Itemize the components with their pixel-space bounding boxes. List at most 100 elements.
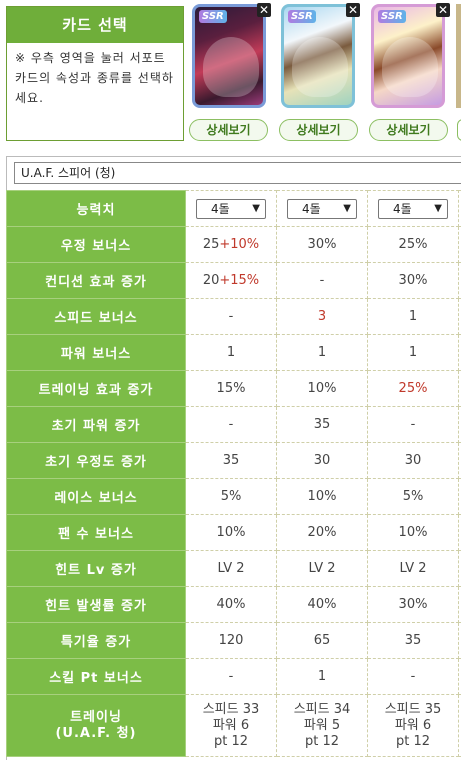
rarity-badge: SSR bbox=[378, 10, 406, 23]
stat-row: 컨디션 효과 증가 20+15% - 30% bbox=[6, 262, 461, 299]
close-icon[interactable]: ✕ bbox=[436, 3, 450, 17]
stat-row: 팬 수 보너스 10% 20% 10% bbox=[6, 514, 461, 551]
row-label: 트레이닝 효과 증가 bbox=[6, 370, 186, 407]
level-select-1[interactable]: 4돌 ▼ bbox=[196, 198, 266, 219]
close-icon[interactable]: ✕ bbox=[346, 3, 360, 17]
support-card-3[interactable]: SSR bbox=[371, 4, 445, 108]
value-cell: 1 bbox=[185, 334, 277, 371]
value-cell: 120 bbox=[185, 622, 277, 659]
card-art bbox=[292, 37, 348, 97]
stat-row: 힌트 발생률 증가 40% 40% 30% bbox=[6, 586, 461, 623]
panel-instruction: ※ 우측 영역을 눌러 서포트 카드의 속성과 종류를 선택하세요. bbox=[15, 51, 174, 105]
support-card-1[interactable]: SSR bbox=[192, 4, 266, 108]
stat-row: 레이스 보너스 5% 10% 5% bbox=[6, 478, 461, 515]
value-cell: - bbox=[367, 406, 459, 443]
stat-row: 특기율 증가 120 65 35 bbox=[6, 622, 461, 659]
scenario-select[interactable]: U.A.F. 스피어 (청) bbox=[14, 162, 461, 184]
row-label: 레이스 보너스 bbox=[6, 478, 186, 515]
value-cell: 스피드 33 파워 6 pt 12 bbox=[185, 694, 277, 757]
value-cell: 1 bbox=[276, 658, 368, 695]
stat-row: 트레이닝 효과 증가 15% 10% 25% bbox=[6, 370, 461, 407]
row-label: 트레이닝 (U.A.F. 청) bbox=[6, 694, 186, 757]
training-row: 트레이닝 (U.A.F. 청) 스피드 33 파워 6 pt 12 스피드 34 파워… bbox=[6, 694, 461, 757]
value-cell: - bbox=[185, 658, 277, 695]
value-cell: - bbox=[367, 658, 459, 695]
value-cell: 25% bbox=[367, 370, 459, 407]
rarity-badge: SSR bbox=[199, 10, 227, 23]
value-cell: 10% bbox=[276, 370, 368, 407]
value-cell: LV 2 bbox=[185, 550, 277, 587]
value-cell: 3 bbox=[276, 298, 368, 335]
row-label: 능력치 bbox=[6, 190, 186, 227]
value-cell: 5% bbox=[367, 478, 459, 515]
chevron-down-icon: ▼ bbox=[343, 202, 351, 214]
chevron-down-icon: ▼ bbox=[252, 202, 260, 214]
value-cell: 5% bbox=[185, 478, 277, 515]
value-cell: - bbox=[185, 298, 277, 335]
stat-row: 초기 파워 증가 - 35 - bbox=[6, 406, 461, 443]
card-art bbox=[203, 37, 259, 97]
detail-button-1[interactable]: 상세보기 bbox=[189, 119, 268, 141]
row-label: 초기 파워 증가 bbox=[6, 406, 186, 443]
stat-row: 스킬 Pt 보너스 - 1 - bbox=[6, 658, 461, 695]
close-icon[interactable]: ✕ bbox=[257, 3, 271, 17]
row-label: 파워 보너스 bbox=[6, 334, 186, 371]
row-label: 특기율 증가 bbox=[6, 622, 186, 659]
value-cell: 10% bbox=[367, 514, 459, 551]
next-card-edge bbox=[456, 4, 461, 108]
value-cell: 35 bbox=[367, 622, 459, 659]
value-cell: 30 bbox=[276, 442, 368, 479]
stat-row: 초기 우정도 증가 35 30 30 bbox=[6, 442, 461, 479]
stat-row: 힌트 Lv 증가 LV 2 LV 2 LV 2 bbox=[6, 550, 461, 587]
value-cell: LV 2 bbox=[276, 550, 368, 587]
stat-row: 우정 보너스 25+10% 30% 25% bbox=[6, 226, 461, 263]
level-select-2[interactable]: 4돌 ▼ bbox=[287, 198, 357, 219]
value-cell: 1 bbox=[367, 298, 459, 335]
stat-row: 파워 보너스 1 1 1 bbox=[6, 334, 461, 371]
value-cell: 40% bbox=[276, 586, 368, 623]
row-label: 우정 보너스 bbox=[6, 226, 186, 263]
card-art bbox=[382, 37, 438, 97]
value-cell: 40% bbox=[185, 586, 277, 623]
value-cell: 30% bbox=[367, 586, 459, 623]
value-cell: 10% bbox=[185, 514, 277, 551]
value-cell: 15% bbox=[185, 370, 277, 407]
row-label: 컨디션 효과 증가 bbox=[6, 262, 186, 299]
value-cell: 35 bbox=[276, 406, 368, 443]
value-cell: LV 2 bbox=[367, 550, 459, 587]
value-cell: 25% bbox=[367, 226, 459, 263]
row-label: 힌트 발생률 증가 bbox=[6, 586, 186, 623]
value-cell: 25+10% bbox=[185, 226, 277, 263]
value-cell: 스피드 34 파워 5 pt 12 bbox=[276, 694, 368, 757]
level-select-3[interactable]: 4돌 ▼ bbox=[378, 198, 448, 219]
value-cell: 30 bbox=[367, 442, 459, 479]
card-select-panel: 카드 선택 ※ 우측 영역을 눌러 서포트 카드의 속성과 종류를 선택하세요. bbox=[6, 6, 184, 141]
value-cell: - bbox=[185, 406, 277, 443]
value-cell: 30% bbox=[276, 226, 368, 263]
value-cell: 스피드 35 파워 6 pt 12 bbox=[367, 694, 459, 757]
stat-row: 스피드 보너스 - 3 1 bbox=[6, 298, 461, 335]
detail-button-4-partial[interactable] bbox=[457, 119, 461, 141]
detail-button-3[interactable]: 상세보기 bbox=[369, 119, 448, 141]
row-label: 팬 수 보너스 bbox=[6, 514, 186, 551]
row-label: 힌트 Lv 증가 bbox=[6, 550, 186, 587]
row-label: 스킬 Pt 보너스 bbox=[6, 658, 186, 695]
comparison-table-area: U.A.F. 스피어 (청) 능력치 4돌 ▼ 4돌 ▼ 4돌 ▼ 우정 보너스 25… bbox=[6, 156, 461, 760]
detail-button-2[interactable]: 상세보기 bbox=[279, 119, 358, 141]
value-cell: 20% bbox=[276, 514, 368, 551]
value-cell: 20+15% bbox=[185, 262, 277, 299]
comparison-table: 능력치 4돌 ▼ 4돌 ▼ 4돌 ▼ 우정 보너스 25+10% 30% 25% 컨디… bbox=[6, 190, 461, 757]
rarity-badge: SSR bbox=[288, 10, 316, 23]
value-cell: 65 bbox=[276, 622, 368, 659]
value-cell: 30% bbox=[367, 262, 459, 299]
value-cell: 1 bbox=[367, 334, 459, 371]
panel-title: 카드 선택 bbox=[7, 7, 183, 43]
value-cell: 1 bbox=[276, 334, 368, 371]
value-cell: 35 bbox=[185, 442, 277, 479]
value-cell: - bbox=[276, 262, 368, 299]
support-card-2[interactable]: SSR bbox=[281, 4, 355, 108]
row-label: 초기 우정도 증가 bbox=[6, 442, 186, 479]
row-label: 스피드 보너스 bbox=[6, 298, 186, 335]
value-cell: 10% bbox=[276, 478, 368, 515]
level-row: 능력치 4돌 ▼ 4돌 ▼ 4돌 ▼ bbox=[6, 190, 461, 227]
